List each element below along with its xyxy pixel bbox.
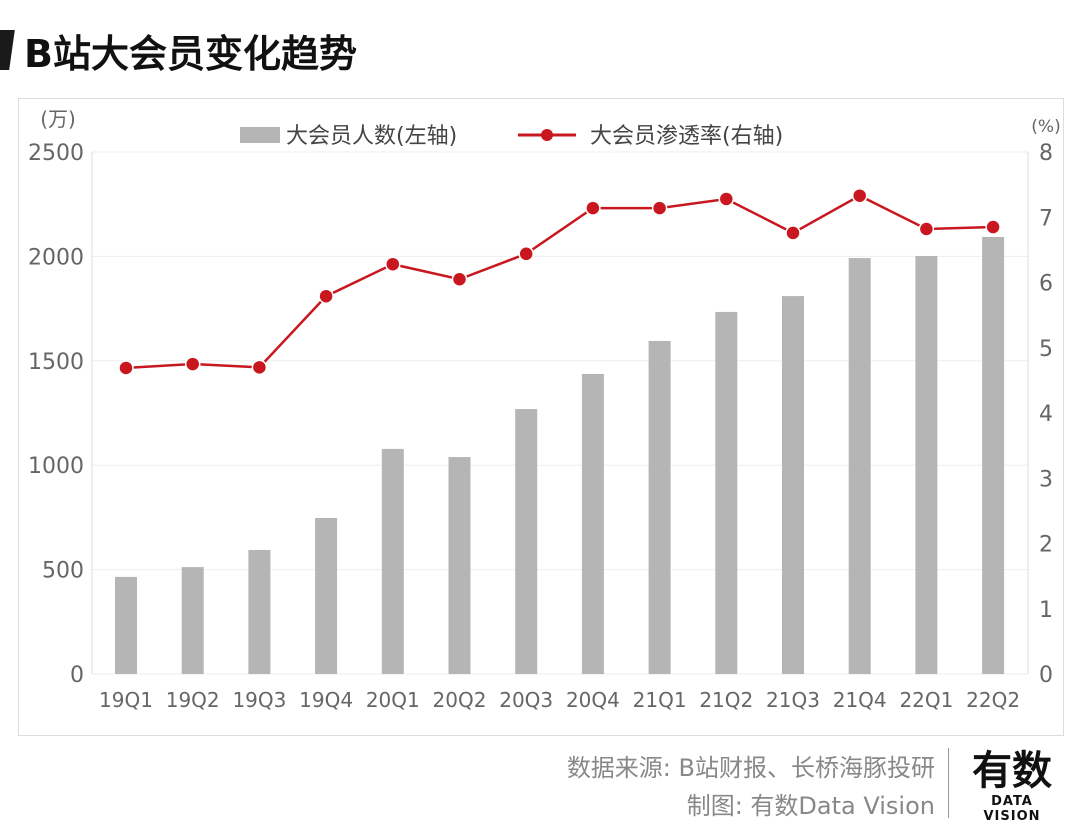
right-tick-label: 0 [1039,663,1053,688]
x-tick-label: 21Q4 [833,688,887,712]
line-point [651,200,668,216]
x-tick-label: 20Q4 [566,688,620,712]
bar [448,457,471,674]
line-point [585,200,601,216]
right-tick-label: 8 [1039,141,1053,166]
x-tick-label: 19Q4 [299,688,353,712]
line-point [918,221,935,237]
x-tick-label: 21Q1 [633,688,687,712]
line-point [518,246,534,262]
chart-title: B站大会员变化趋势 [0,22,357,78]
right-tick-label: 1 [1039,598,1053,623]
bar [315,518,338,674]
bar [715,311,738,674]
left-tick-label: 500 [42,559,84,584]
title-text: B站大会员变化趋势 [24,31,357,76]
x-tick-label: 19Q3 [232,688,286,712]
x-tick-label: 20Q3 [499,688,553,712]
bar [381,448,404,674]
legend-bar-label: 大会员人数(左轴) [286,124,457,149]
line-series [125,194,994,370]
line-point [851,187,868,204]
line-point [718,191,735,207]
right-tick-label: 3 [1039,467,1053,492]
line-point [385,256,401,272]
bar [581,373,604,674]
logo: 有数 DATA VISION [962,748,1062,824]
x-tick-label: 22Q2 [966,688,1020,712]
legend-bar-swatch [240,127,280,143]
left-tick-label: 1000 [28,454,84,479]
line-point [985,219,1001,235]
legend-line-marker [541,129,553,141]
legend-line-label: 大会员渗透率(右轴) [590,124,783,149]
x-tick-label: 22Q1 [899,688,953,712]
x-tick-label: 20Q2 [433,688,487,712]
line-point [451,271,468,287]
bar [915,255,938,674]
right-axis-unit: (%) [1031,117,1060,137]
logo-sub: DATA VISION [983,794,1041,824]
left-tick-label: 1500 [28,350,84,375]
right-tick-label: 2 [1039,533,1053,558]
line-point [785,225,801,241]
line-point [318,288,334,304]
left-tick-label: 0 [70,663,84,688]
line-point [118,360,134,376]
left-tick-label: 2000 [28,245,84,270]
line-point [251,359,268,376]
x-tick-label: 19Q2 [166,688,220,712]
x-tick-label: 21Q3 [766,688,820,712]
right-tick-label: 7 [1039,206,1053,231]
divider [948,748,949,818]
x-tick-label: 20Q1 [366,688,420,712]
right-tick-label: 6 [1039,272,1053,297]
bar [515,409,538,674]
bar [248,549,271,674]
left-axis-unit: (万) [40,107,76,131]
x-tick-label: 21Q2 [699,688,753,712]
source-text: 数据来源: B站财报、长桥海豚投研 [566,754,935,782]
chart-frame [18,98,1064,736]
line-point [184,356,201,372]
left-tick-label: 2500 [28,141,84,166]
right-tick-label: 4 [1039,402,1053,427]
right-tick-label: 5 [1039,337,1053,362]
x-tick-label: 19Q1 [99,688,153,712]
bar [115,576,137,674]
bar [848,258,871,674]
bar [181,567,204,674]
chart: 0 500 1000 1500 2000 2500 0 1 2 3 4 5 6 7 8 (万) (%) 19Q1 1… [28,107,1061,712]
bar [982,236,1005,674]
made-by-text: 制图: 有数Data Vision [686,792,935,820]
bar [648,340,671,674]
logo-main: 有数 [972,748,1052,794]
bar [782,296,804,674]
